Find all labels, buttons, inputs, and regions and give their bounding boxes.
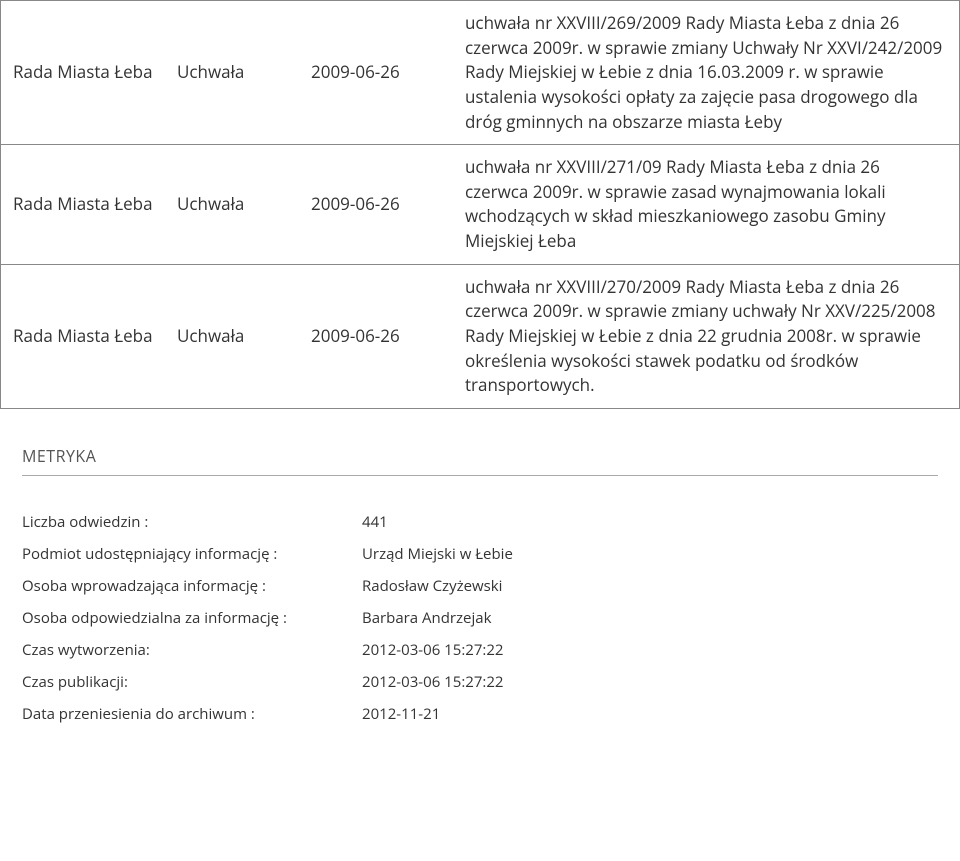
metryka-row: Podmiot udostępniający informację : Urzą…	[22, 538, 513, 570]
cell-type: Uchwała	[165, 264, 299, 408]
cell-description: uchwała nr XXVIII/270/2009 Rady Miasta Ł…	[453, 264, 960, 408]
metryka-value: Urząd Miejski w Łebie	[362, 538, 513, 570]
metryka-row: Osoba wprowadzająca informację : Radosła…	[22, 570, 513, 602]
metryka-value: 2012-03-06 15:27:22	[362, 666, 513, 698]
metryka-value: 441	[362, 506, 513, 538]
resolutions-table: Rada Miasta Łeba Uchwała 2009-06-26 uchw…	[0, 0, 960, 409]
cell-type: Uchwała	[165, 1, 299, 145]
metryka-label: Osoba wprowadzająca informację :	[22, 570, 362, 602]
metryka-label: Podmiot udostępniający informację :	[22, 538, 362, 570]
table-row: Rada Miasta Łeba Uchwała 2009-06-26 uchw…	[1, 264, 960, 408]
metryka-heading: METRYKA	[22, 445, 938, 467]
table-row: Rada Miasta Łeba Uchwała 2009-06-26 uchw…	[1, 145, 960, 265]
cell-body: Rada Miasta Łeba	[1, 1, 166, 145]
metryka-value: 2012-11-21	[362, 698, 513, 730]
metryka-row: Czas wytworzenia: 2012-03-06 15:27:22	[22, 634, 513, 666]
metryka-label: Osoba odpowiedzialna za informację :	[22, 602, 362, 634]
metryka-value: 2012-03-06 15:27:22	[362, 634, 513, 666]
metryka-label: Liczba odwiedzin :	[22, 506, 362, 538]
metryka-label: Data przeniesienia do archiwum :	[22, 698, 362, 730]
metryka-table: Liczba odwiedzin : 441 Podmiot udostępni…	[22, 506, 513, 730]
cell-description: uchwała nr XXVIII/269/2009 Rady Miasta Ł…	[453, 1, 960, 145]
metryka-row: Czas publikacji: 2012-03-06 15:27:22	[22, 666, 513, 698]
table-row: Rada Miasta Łeba Uchwała 2009-06-26 uchw…	[1, 1, 960, 145]
metryka-row: Osoba odpowiedzialna za informację : Bar…	[22, 602, 513, 634]
metryka-row: Liczba odwiedzin : 441	[22, 506, 513, 538]
metryka-row: Data przeniesienia do archiwum : 2012-11…	[22, 698, 513, 730]
cell-date: 2009-06-26	[299, 264, 453, 408]
metryka-value: Radosław Czyżewski	[362, 570, 513, 602]
cell-description: uchwała nr XXVIII/271/09 Rady Miasta Łeb…	[453, 145, 960, 265]
cell-date: 2009-06-26	[299, 145, 453, 265]
metryka-label: Czas wytworzenia:	[22, 634, 362, 666]
cell-type: Uchwała	[165, 145, 299, 265]
metryka-divider	[22, 475, 938, 476]
cell-body: Rada Miasta Łeba	[1, 264, 166, 408]
metryka-value: Barbara Andrzejak	[362, 602, 513, 634]
metryka-label: Czas publikacji:	[22, 666, 362, 698]
metryka-section: METRYKA Liczba odwiedzin : 441 Podmiot u…	[0, 409, 960, 760]
cell-date: 2009-06-26	[299, 1, 453, 145]
cell-body: Rada Miasta Łeba	[1, 145, 166, 265]
